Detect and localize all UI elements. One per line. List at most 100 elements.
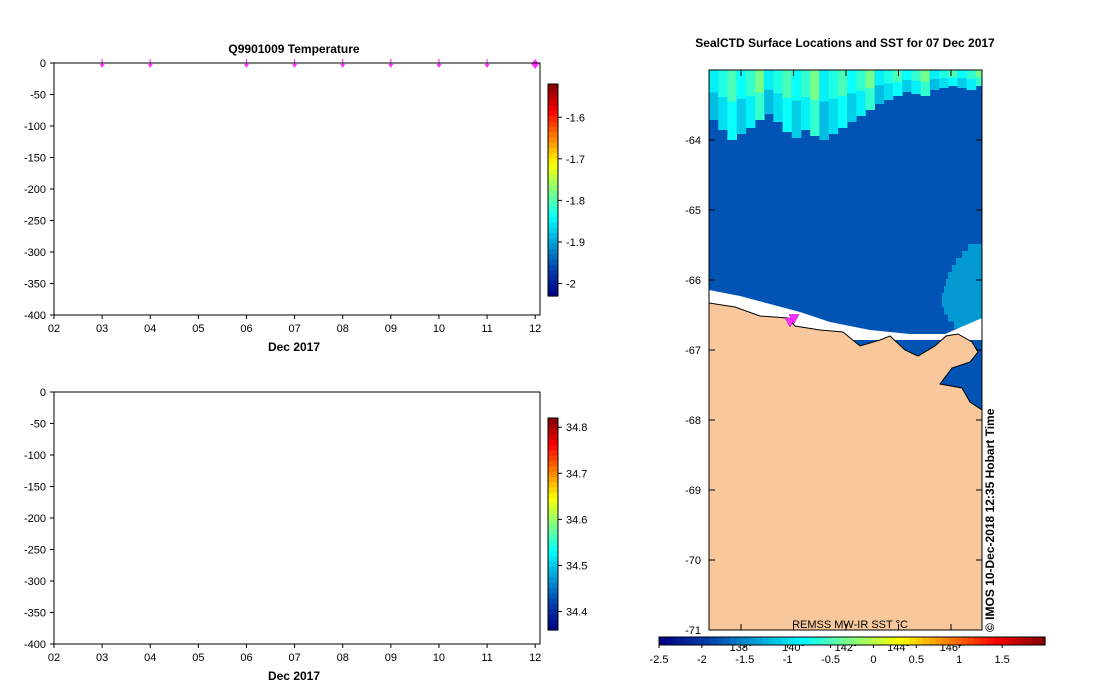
colorbar-segment (548, 184, 558, 191)
colorbar-segment (548, 190, 558, 196)
colorbar-segment (548, 592, 558, 599)
sst-cell (902, 70, 912, 92)
colorbar-segment (548, 524, 558, 530)
colorbar-segment (548, 274, 558, 281)
sst-cell (939, 70, 949, 88)
sst-map-panel: SealCTD Surface Locations and SST for 07… (650, 36, 1046, 666)
sst-cell (837, 70, 848, 97)
colorbar-segment (548, 84, 558, 90)
temperature-panel: Q9901009 Temperature 0 -50 -100 -150 -200 -25… (24, 42, 585, 354)
sst-cell (946, 279, 982, 287)
sst-cell (948, 314, 982, 322)
y-tick-label: -250 (24, 545, 46, 557)
colorbar-segment (1006, 637, 1014, 645)
colorbar-segment (665, 637, 673, 645)
sst-cell (944, 307, 982, 315)
colorbar-segment (697, 637, 705, 645)
sst-cell (968, 244, 982, 252)
salinity-panel: 0-50-100-150-200-250-300-350-400 02 03 04 0… (24, 387, 587, 683)
colorbar-segment (659, 637, 667, 645)
sst-cell (791, 70, 802, 138)
colorbar-segment (548, 285, 558, 292)
sst-cell (893, 70, 903, 82)
sst-cell (810, 70, 820, 100)
sst-cell (883, 70, 894, 84)
colorbar-segment (548, 534, 558, 541)
x-tick-label: 12 (529, 652, 541, 664)
colorbar-segment (548, 423, 558, 430)
colorbar-segment (954, 637, 962, 645)
lat-tick-label: -64 (685, 135, 701, 147)
temperature-x-axis: 02 03 04 05 06 07 08 09 10 11 12 (48, 315, 541, 335)
colorbar-segment (548, 205, 558, 212)
map-colorbar: -2.5 -2 -1.5 -1 -0.5 0 0.5 1 1.5 (650, 636, 1046, 666)
sst-cell (929, 70, 940, 79)
x-tick-label: 08 (337, 323, 349, 335)
sst-cell (727, 70, 737, 102)
profile-marker-head (292, 64, 298, 68)
y-tick-label: -350 (24, 608, 46, 620)
colorbar-segment (993, 637, 1001, 645)
sst-cell (847, 70, 857, 122)
colorbar-segment (548, 89, 558, 96)
colorbar-segment (794, 637, 802, 645)
sst-cell (942, 300, 982, 308)
lat-tick-label: -65 (685, 205, 701, 217)
colorbar-segment (916, 637, 924, 645)
y-tick-label: -300 (24, 576, 46, 588)
x-tick-label: 09 (385, 652, 397, 664)
colorbar-segment (548, 439, 558, 446)
colorbar-segment (716, 637, 724, 645)
colorbar-segment (548, 227, 558, 233)
colorbar-segment (548, 110, 558, 117)
temperature-profile-markers (99, 59, 540, 69)
colorbar-segment (548, 513, 558, 520)
y-tick-label: -350 (24, 279, 46, 291)
salinity-y-axis: 0 -50 -100 -150 -200 -250 -300 -350 -400 (24, 387, 54, 651)
colorbar-segment (935, 637, 943, 645)
colorbar-segment (967, 637, 975, 645)
y-tick-label: 0 (40, 58, 46, 70)
y-tick-label: -400 (24, 639, 46, 651)
colorbar-segment (548, 290, 558, 297)
salinity-x-label: Dec 2017 (268, 669, 320, 683)
colorbar-segment (548, 243, 558, 249)
y-tick-label: 0 (40, 387, 46, 399)
sst-cell (782, 70, 793, 132)
colorbar-segment (548, 518, 558, 525)
salinity-plot-frame (53, 391, 541, 645)
salinity-colorbar: 34.8 34.7 34.6 34.5 34.4 (547, 417, 587, 631)
colorbar-segment (961, 637, 969, 645)
colorbar-segment (806, 637, 814, 645)
colorbar-segment (548, 428, 558, 435)
colorbar-segment (548, 142, 558, 149)
colorbar-segment (1032, 637, 1040, 645)
colorbar-segment (922, 637, 930, 645)
colorbar-segment (548, 115, 558, 122)
colorbar-segment (729, 637, 737, 645)
map-warm-band (709, 70, 982, 140)
colorbar-tick-label: 1.5 (994, 654, 1009, 666)
temperature-title: Q9901009 Temperature (228, 42, 360, 56)
colorbar-segment (903, 637, 911, 645)
y-tick-label: -50 (30, 90, 46, 102)
colorbar-segment (548, 174, 558, 180)
colorbar-segment (691, 637, 699, 645)
colorbar-segment (548, 619, 558, 626)
lat-tick-label: -69 (685, 485, 701, 497)
colorbar-segment (710, 637, 718, 645)
sst-cell (736, 70, 747, 134)
colorbar-segment (671, 637, 679, 645)
sst-cell (856, 70, 866, 91)
colorbar-segment (877, 637, 885, 645)
y-tick-label: -150 (24, 153, 46, 165)
colorbar-segment (548, 216, 558, 223)
colorbar-tick-label: -2 (566, 279, 576, 291)
colorbar-segment (884, 637, 892, 645)
colorbar-segment (548, 471, 558, 477)
sst-cell (828, 70, 839, 134)
x-tick-label: 05 (192, 652, 204, 664)
colorbar-segment (864, 637, 872, 645)
profile-marker-head (436, 64, 442, 68)
colorbar-segment (890, 637, 898, 645)
